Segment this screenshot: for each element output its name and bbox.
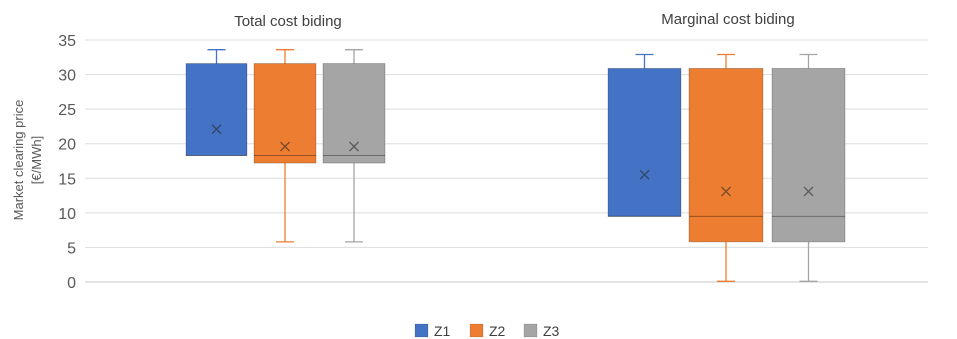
y-tick-label: 20	[58, 137, 76, 154]
y-tick-label: 30	[58, 68, 76, 85]
legend-swatch	[523, 323, 538, 338]
legend-label: Z3	[543, 323, 560, 339]
mean-marker	[639, 169, 650, 180]
box-z1-group-2	[607, 53, 682, 217]
box-z3-group-2	[771, 53, 846, 282]
legend-swatch	[469, 323, 484, 338]
box-z1-group-1	[185, 49, 248, 156]
legend-item-z3: Z3	[523, 323, 560, 339]
iqr-box	[688, 67, 764, 243]
y-tick-label: 0	[67, 275, 76, 292]
iqr-box	[185, 63, 248, 156]
legend-item-z2: Z2	[469, 323, 506, 339]
mean-marker	[349, 141, 359, 152]
mean-marker	[803, 186, 814, 197]
legend: Z1 Z2 Z3	[414, 323, 560, 339]
box-series	[185, 49, 846, 282]
group-title-total-cost: Total cost biding	[234, 13, 342, 30]
legend-item-z1: Z1	[414, 323, 451, 339]
mean-marker	[280, 141, 290, 152]
legend-label: Z2	[489, 323, 506, 339]
iqr-box	[322, 63, 386, 164]
y-tick-label: 15	[58, 171, 76, 188]
iqr-box	[771, 67, 846, 243]
y-tick-label: 25	[58, 102, 76, 119]
y-tick-label: 5	[67, 240, 76, 257]
y-tick-label: 10	[58, 206, 76, 223]
legend-swatch	[414, 323, 429, 338]
mean-marker	[211, 124, 222, 135]
group-title-marginal-cost: Marginal cost biding	[661, 11, 794, 28]
box-z3-group-1	[322, 49, 386, 243]
iqr-box	[253, 63, 317, 164]
y-tick-label: 35	[58, 33, 76, 50]
legend-label: Z1	[434, 323, 451, 339]
y-axis-ticks: 0 5 10 15 20 25 30 35	[58, 33, 76, 292]
box-z2-group-1	[253, 49, 317, 243]
iqr-box	[607, 67, 682, 217]
mean-marker	[721, 186, 731, 197]
y-axis-label-line1: Market clearing price	[11, 100, 26, 221]
box-z2-group-2	[688, 53, 764, 282]
y-axis-label-line2: [€/MWh]	[29, 136, 44, 184]
